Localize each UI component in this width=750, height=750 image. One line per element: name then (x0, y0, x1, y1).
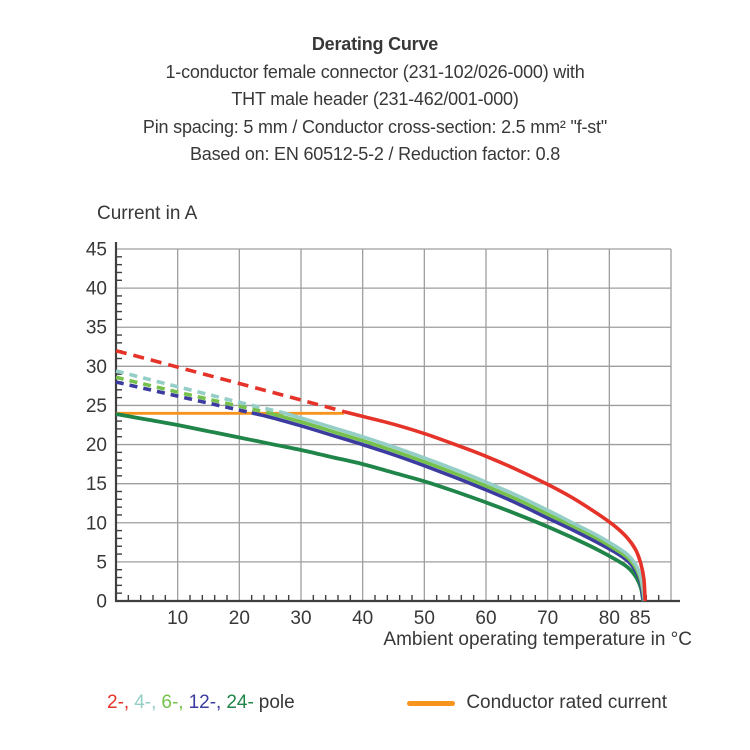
series-pole-4-solid (281, 410, 647, 602)
x-axis-label: Ambient operating temperature in °C (383, 629, 692, 650)
legend-pole-item: 12-, (188, 692, 222, 713)
series-pole-2-dashed (115, 348, 345, 414)
legend-pole-items: 2-, 4-, 6-, 12-, 24- pole (107, 692, 300, 714)
chart-title: Derating Curve (311, 34, 439, 54)
legend-pole-item: 4-, (134, 692, 157, 713)
legend-pole-item: 2-, (107, 692, 130, 713)
y-tick-label: 5 (96, 552, 107, 573)
x-tick-label: 70 (537, 608, 558, 629)
chart-title-block: Derating Curve 1-conductor female connec… (15, 31, 735, 169)
x-tick-label: 20 (229, 608, 250, 629)
x-tick-label: 80 (599, 608, 620, 629)
rated-current-line-swatch (407, 700, 456, 706)
legend-pole-item: 24- (226, 692, 254, 713)
x-tick-label: 50 (414, 608, 435, 629)
y-tick-label: 10 (86, 513, 107, 534)
series-pole-24-solid (115, 412, 646, 602)
x-tick-label: 40 (352, 608, 373, 629)
chart-subtitle-4: Based on: EN 60512-5-2 / Reduction facto… (189, 144, 561, 164)
y-tick-label: 35 (86, 318, 107, 339)
x-tick-label: 10 (167, 608, 188, 629)
rated-current-label: Conductor rated current (466, 692, 667, 713)
x-tick-label: 30 (290, 608, 311, 629)
legend-rated-current: Conductor rated current (407, 692, 667, 714)
series-pole-6-dashed (115, 375, 268, 415)
y-tick-label: 45 (86, 240, 107, 261)
x-tick-label: 60 (475, 608, 496, 629)
y-tick-label: 40 (86, 279, 107, 300)
series-pole-4-dashed (115, 369, 283, 415)
legend-pole-suffix: pole (258, 692, 295, 713)
y-axis-label: Current in A (97, 203, 198, 224)
y-tick-label: 30 (86, 357, 107, 378)
series-pole-2-solid (343, 409, 647, 602)
y-tick-label: 0 (96, 592, 107, 613)
series-pole-12-dashed (115, 380, 253, 415)
x-tick-label: 85 (630, 608, 651, 629)
y-tick-label: 15 (86, 474, 107, 495)
chart-subtitle-1: 1-conductor female connector (231-102/02… (165, 61, 585, 82)
y-tick-label: 20 (86, 435, 107, 456)
legend: 2-, 4-, 6-, 12-, 24- pole Conductor rated cur… (107, 692, 667, 714)
chart-subtitle-2: THT male header (231-462/001-000) (231, 89, 519, 109)
y-tick-label: 25 (86, 396, 107, 417)
chart-subtitle-3: Pin spacing: 5 mm / Conductor cross-sect… (142, 116, 608, 137)
legend-pole-item: 6-, (161, 692, 184, 713)
